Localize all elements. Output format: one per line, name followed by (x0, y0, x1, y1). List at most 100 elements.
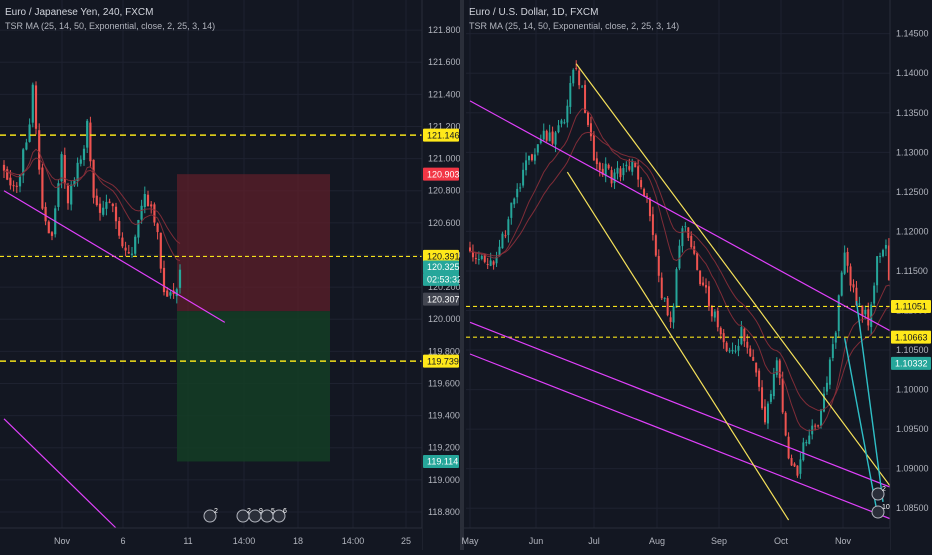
candle[interactable] (519, 183, 522, 192)
candle[interactable] (793, 462, 796, 467)
candle[interactable] (92, 159, 95, 204)
candle[interactable] (153, 202, 156, 226)
candle[interactable] (175, 287, 178, 304)
candle[interactable] (808, 429, 811, 445)
candle[interactable] (870, 301, 873, 335)
candle[interactable] (533, 148, 536, 165)
candle[interactable] (790, 454, 793, 467)
candle[interactable] (849, 263, 852, 292)
candle[interactable] (678, 239, 681, 271)
candle[interactable] (884, 239, 887, 257)
position-target-zone[interactable] (177, 311, 330, 462)
price-axis[interactable] (890, 0, 932, 550)
candle[interactable] (784, 411, 787, 437)
candle[interactable] (480, 253, 483, 261)
candle[interactable] (737, 338, 740, 357)
candle[interactable] (513, 197, 516, 208)
candle[interactable] (44, 202, 47, 226)
candle[interactable] (566, 99, 569, 128)
candle[interactable] (669, 311, 672, 328)
candle[interactable] (22, 147, 25, 184)
candle[interactable] (108, 198, 111, 204)
candle[interactable] (530, 153, 533, 162)
candle[interactable] (528, 155, 530, 165)
candle[interactable] (522, 162, 525, 188)
candle[interactable] (560, 118, 563, 128)
candle[interactable] (47, 220, 50, 234)
candle[interactable] (578, 68, 581, 90)
candle[interactable] (752, 349, 755, 361)
event-marker-icon[interactable] (871, 505, 885, 519)
candle[interactable] (713, 309, 716, 322)
candle[interactable] (873, 282, 876, 307)
trendline-cyan[interactable] (855, 300, 884, 502)
candle[interactable] (134, 234, 137, 257)
candle[interactable] (6, 166, 9, 181)
candle[interactable] (551, 126, 554, 146)
candle[interactable] (82, 145, 86, 166)
candle[interactable] (102, 200, 105, 217)
candle[interactable] (731, 342, 734, 354)
indicator-legend[interactable]: TSR MA (25, 14, 50, Exponential, close, … (5, 21, 215, 31)
event-marker-group[interactable]: 2 (203, 508, 218, 523)
candle[interactable] (18, 174, 22, 193)
candle[interactable] (805, 439, 808, 447)
candle[interactable] (130, 246, 134, 258)
trendline-yellow[interactable] (575, 63, 905, 505)
candle[interactable] (150, 201, 153, 214)
candle[interactable] (89, 116, 92, 168)
candle[interactable] (802, 437, 805, 462)
candle[interactable] (696, 252, 699, 271)
candle[interactable] (640, 177, 643, 190)
candle[interactable] (162, 260, 166, 296)
candle[interactable] (716, 307, 719, 332)
candle[interactable] (616, 161, 619, 180)
candle[interactable] (548, 124, 551, 142)
candle[interactable] (758, 368, 761, 392)
time-axis[interactable] (0, 528, 422, 550)
indicator-legend[interactable]: TSR MA (25, 14, 50, Exponential, close, … (469, 21, 679, 31)
candle[interactable] (156, 222, 159, 240)
candle[interactable] (843, 245, 846, 276)
candle[interactable] (710, 304, 713, 322)
candle[interactable] (837, 294, 840, 338)
candle[interactable] (127, 244, 130, 255)
candle[interactable] (146, 190, 150, 207)
candle[interactable] (504, 230, 507, 239)
candle[interactable] (764, 399, 766, 425)
candle[interactable] (111, 202, 114, 213)
candle[interactable] (169, 289, 172, 299)
candle[interactable] (542, 123, 545, 141)
candle[interactable] (31, 82, 34, 128)
candle[interactable] (651, 206, 654, 241)
candle[interactable] (15, 182, 18, 193)
candle[interactable] (675, 267, 678, 308)
trendline-magenta[interactable] (469, 353, 904, 525)
candle[interactable] (654, 233, 657, 257)
candle[interactable] (38, 123, 41, 175)
candle[interactable] (595, 151, 598, 170)
candle[interactable] (584, 80, 587, 114)
candle[interactable] (143, 186, 146, 214)
candle[interactable] (73, 177, 76, 187)
candle[interactable] (575, 60, 578, 71)
candle[interactable] (663, 297, 666, 302)
candle[interactable] (672, 303, 675, 329)
candle[interactable] (118, 217, 121, 239)
candle[interactable] (589, 116, 592, 142)
time-axis[interactable] (464, 528, 890, 550)
pane-eurjpy[interactable]: 121.800 121.600 121.400 121.200 121.000 120.8… (0, 0, 462, 550)
event-marker-icon[interactable] (871, 487, 885, 501)
candle[interactable] (840, 270, 843, 297)
candle[interactable] (598, 161, 601, 177)
candle[interactable] (498, 239, 501, 257)
candle[interactable] (876, 256, 879, 293)
candle[interactable] (2, 160, 6, 178)
candle[interactable] (545, 129, 548, 142)
candle[interactable] (536, 144, 539, 156)
candle[interactable] (121, 232, 124, 249)
candle[interactable] (879, 252, 882, 263)
trendline-magenta[interactable] (3, 418, 117, 529)
candle[interactable] (79, 155, 82, 167)
